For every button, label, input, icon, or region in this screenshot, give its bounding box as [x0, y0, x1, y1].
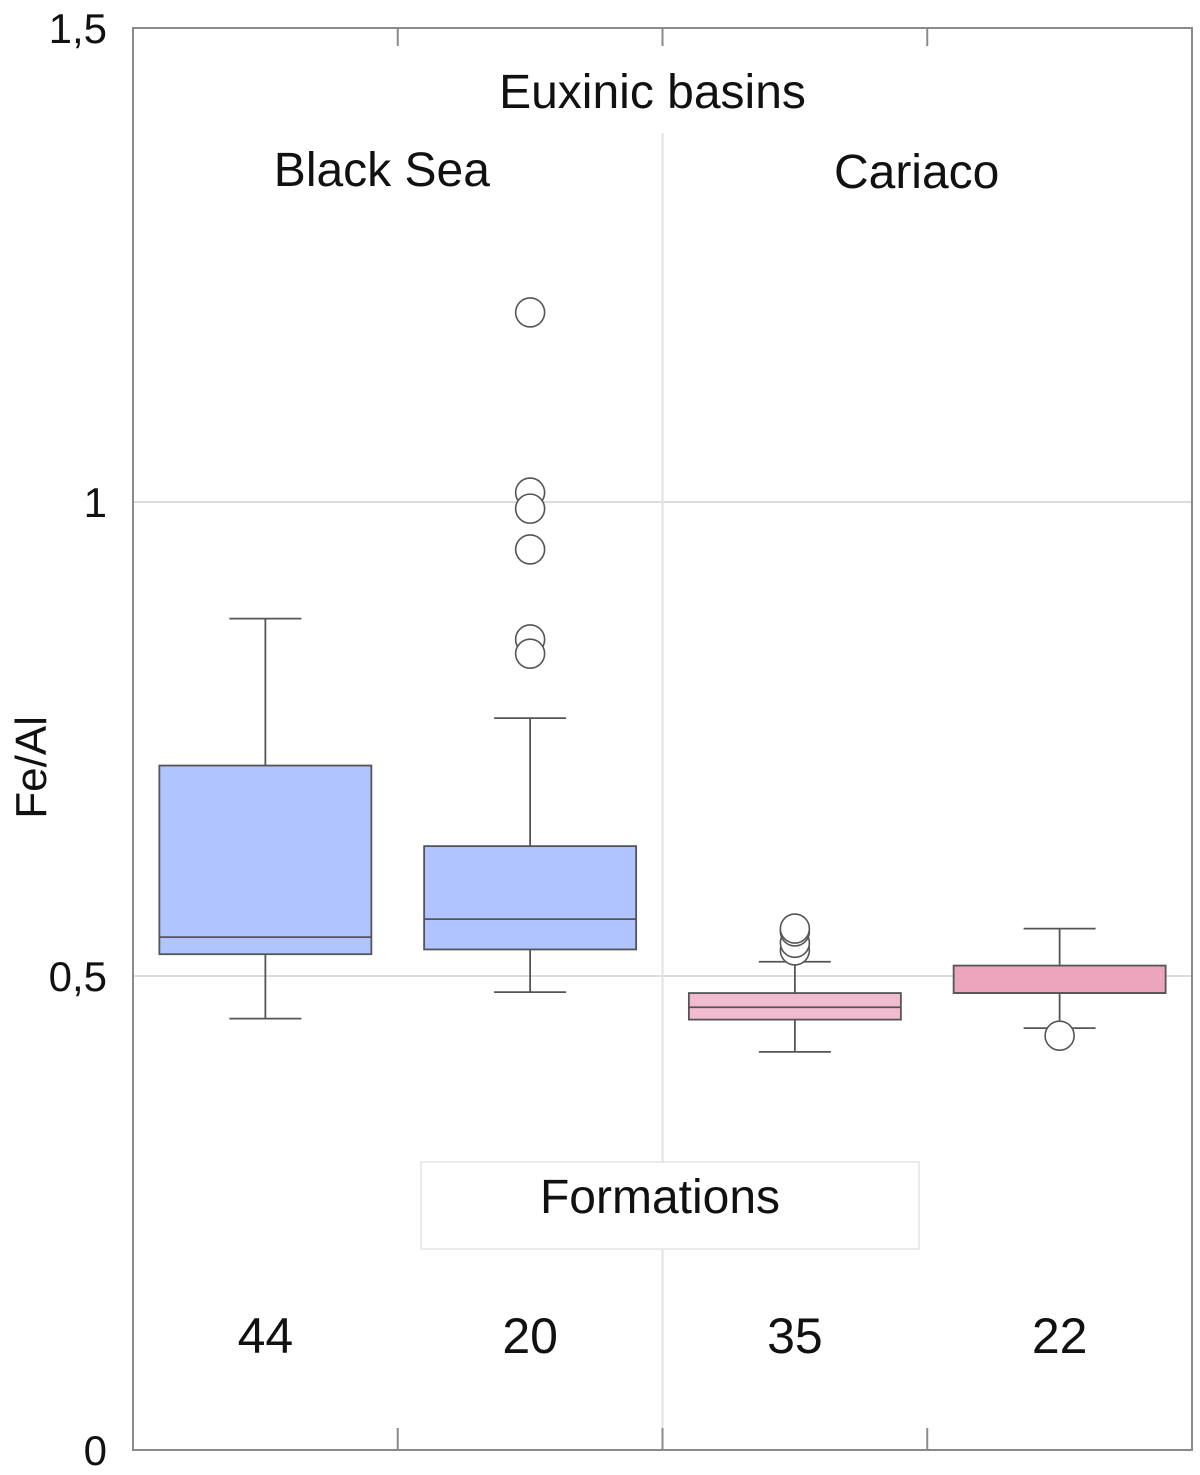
y-tick-label: 0 — [84, 1427, 107, 1474]
sample-count-label: 44 — [238, 1308, 294, 1364]
box-plot — [158, 617, 373, 1020]
box-plots — [158, 297, 1167, 1053]
group-label-black-sea: Black Sea — [274, 144, 490, 197]
box-plot — [423, 297, 638, 994]
outlier-point — [514, 534, 546, 565]
footer-label-box — [420, 1161, 920, 1250]
group-label-cariaco: Cariaco — [834, 146, 999, 199]
box-plot — [952, 927, 1167, 1052]
outlier-point — [779, 913, 811, 944]
outlier-point — [514, 297, 546, 328]
y-tick-label: 1 — [84, 479, 107, 526]
sample-count-label: 22 — [1032, 1308, 1088, 1364]
group-header-label: Euxinic basins — [499, 66, 806, 119]
outlier-point — [1044, 1020, 1075, 1052]
outlier-point — [514, 493, 546, 524]
box-iqr — [687, 992, 902, 1021]
y-tick-label: 0,5 — [49, 953, 107, 1000]
box-iqr — [423, 845, 638, 951]
footer-label: Formations — [540, 1171, 780, 1224]
box-iqr — [158, 764, 373, 956]
y-tick-label: 1,5 — [49, 5, 107, 52]
box-plot — [687, 913, 902, 1053]
y-axis-label: Fe/Al — [7, 716, 56, 819]
outlier-point — [514, 638, 546, 669]
sample-count-label: 35 — [767, 1308, 823, 1364]
box-iqr — [952, 964, 1167, 994]
axes: 0 0,5 1 1,5 Fe/Al — [7, 5, 1193, 1474]
sample-count-label: 20 — [502, 1308, 558, 1364]
